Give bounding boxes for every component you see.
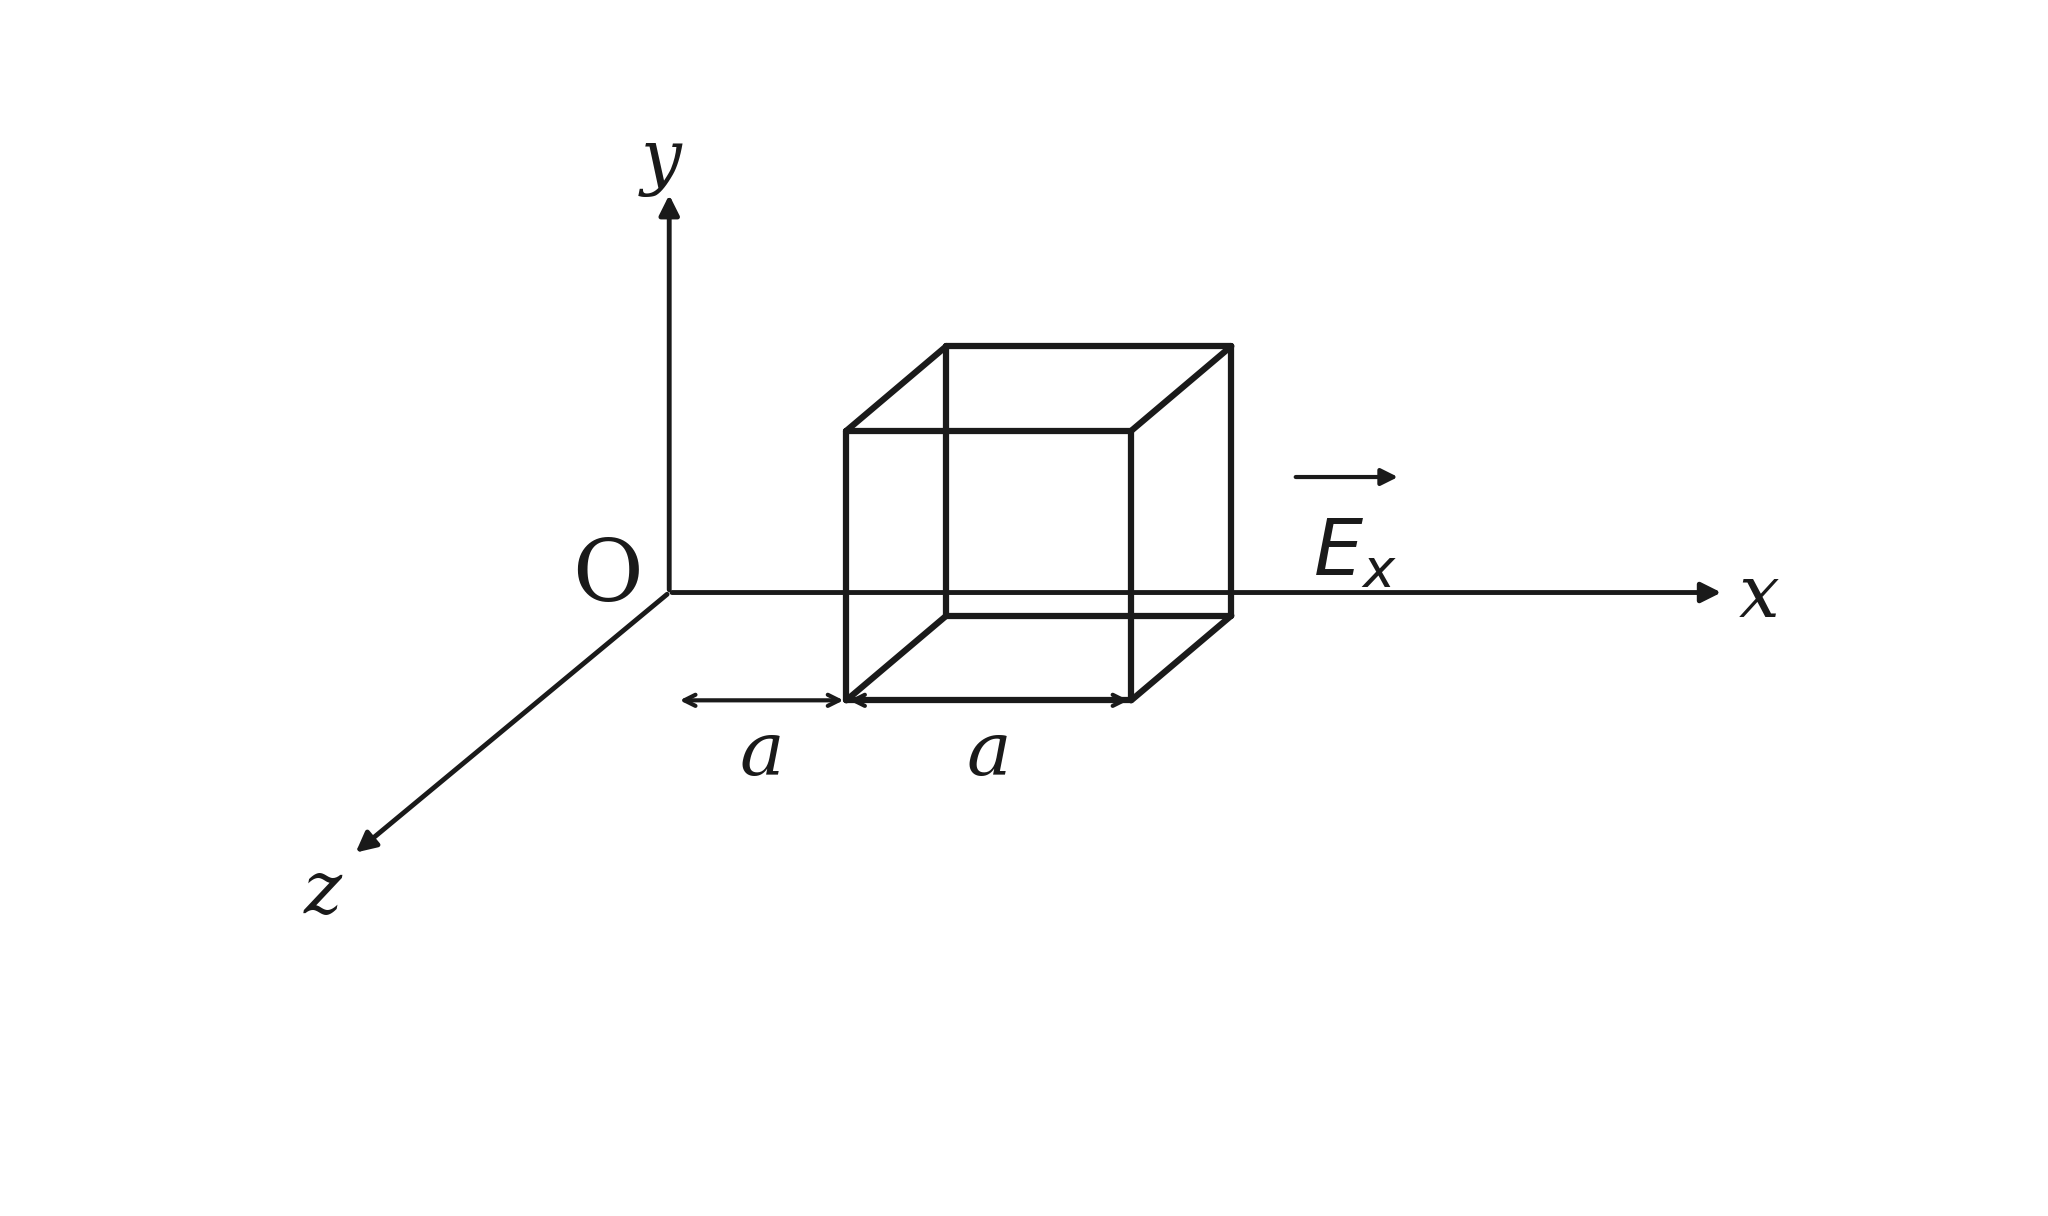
Text: y: y — [641, 126, 682, 197]
Text: a: a — [967, 717, 1012, 790]
Text: O: O — [571, 535, 643, 619]
Text: $E_x$: $E_x$ — [1313, 516, 1397, 591]
Text: z: z — [303, 857, 342, 928]
Text: a: a — [739, 717, 784, 790]
Text: x: x — [1739, 561, 1780, 631]
